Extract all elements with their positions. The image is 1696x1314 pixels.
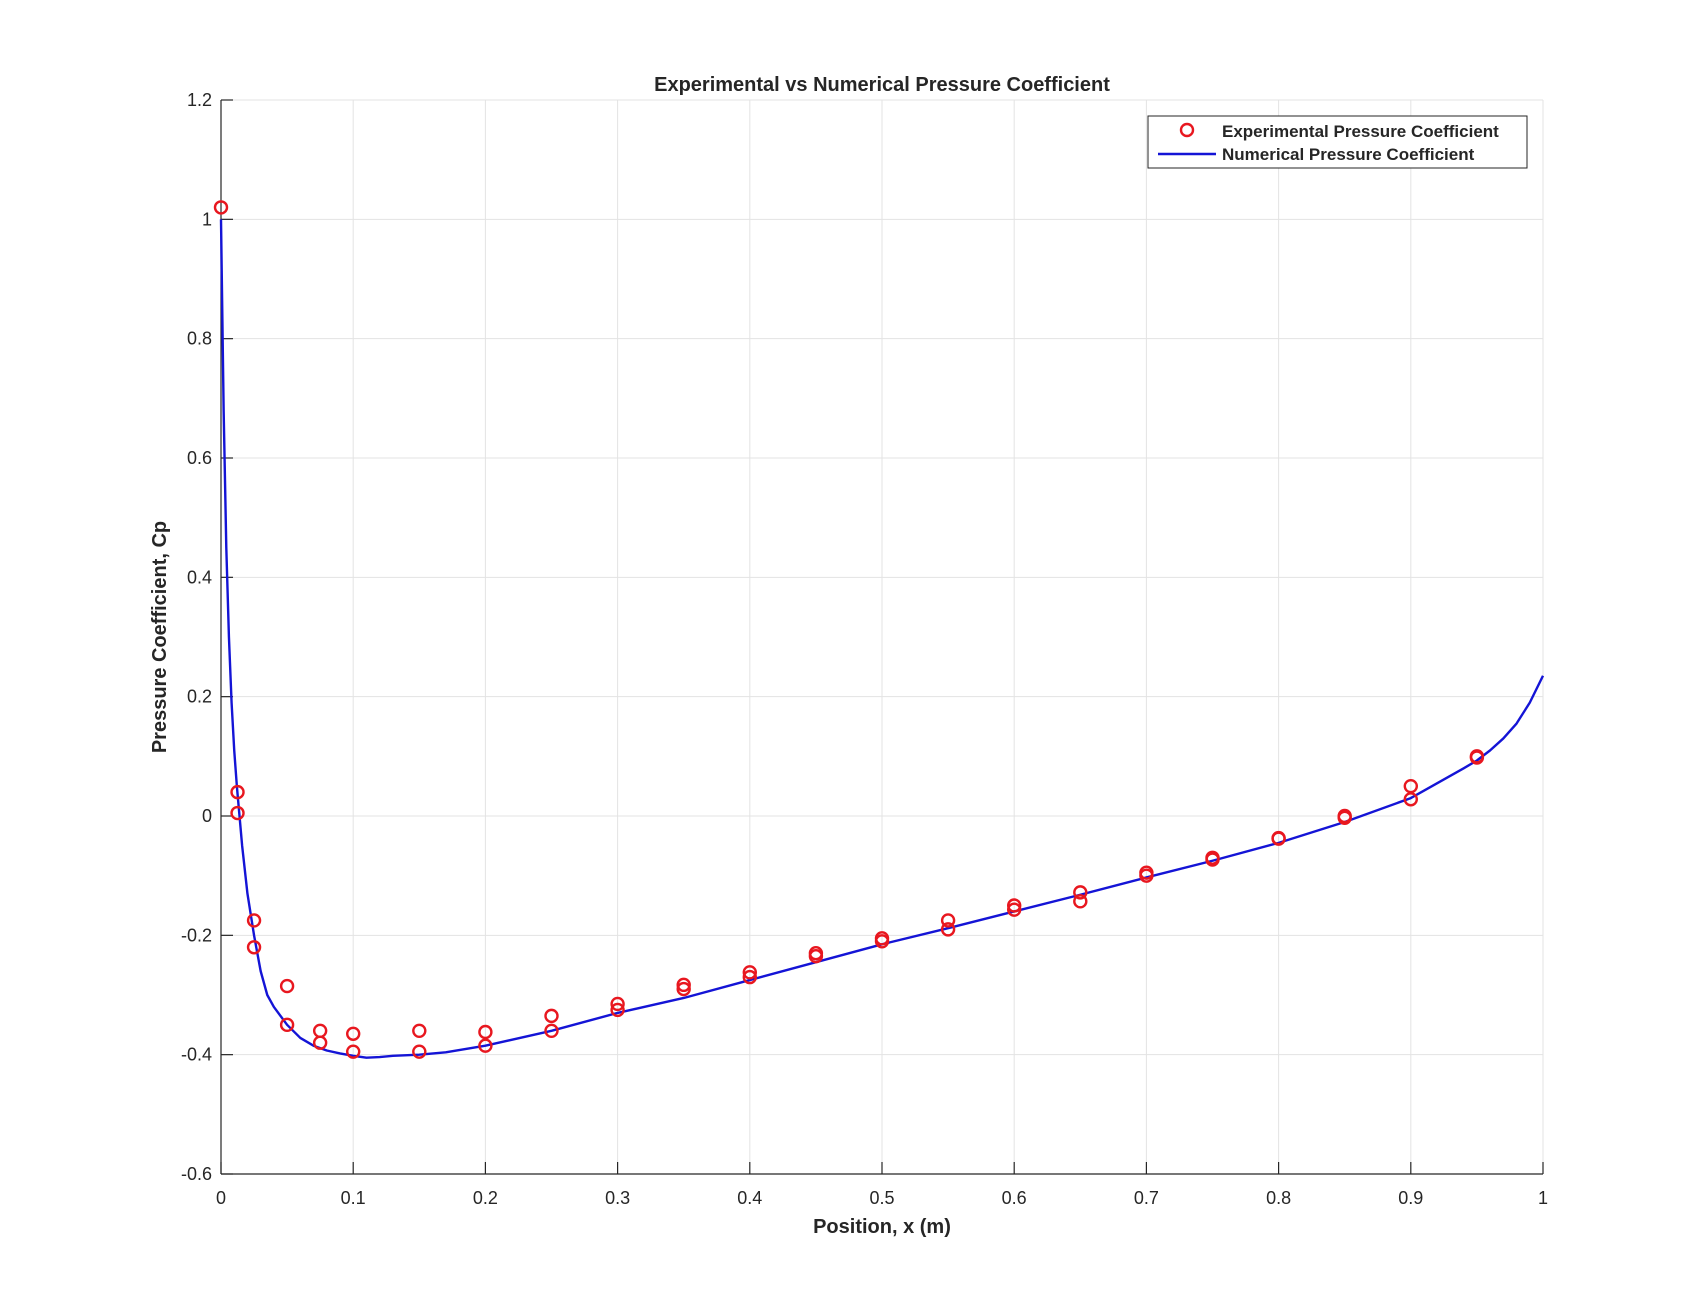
experimental-point — [1073, 894, 1088, 909]
legend-label-numerical: Numerical Pressure Coefficient — [1222, 145, 1475, 164]
experimental-point — [246, 913, 262, 928]
experimental-point — [610, 1002, 625, 1018]
y-tick-label: 1.2 — [187, 90, 212, 110]
legend-box — [1147, 115, 1528, 169]
y-tick-label: 0.2 — [187, 687, 212, 707]
y-tick-label: 0.8 — [187, 329, 212, 349]
x-tick-label: 0.1 — [341, 1188, 366, 1208]
experimental-point — [874, 934, 890, 949]
experimental-point — [478, 1024, 493, 1040]
experimental-point — [246, 940, 262, 955]
experimental-point — [940, 913, 956, 928]
x-tick-label: 0.4 — [737, 1188, 762, 1208]
experimental-point — [676, 977, 691, 993]
experimental-point — [230, 805, 245, 821]
experimental-point — [1139, 868, 1154, 883]
x-tick-label: 0.2 — [473, 1188, 498, 1208]
x-axis-ticks: 0 0.1 0.2 0.3 0.4 0.5 0.6 0.7 0.8 0.9 1 — [216, 1162, 1548, 1208]
experimental-point — [1073, 885, 1088, 900]
legend-label-experimental: Experimental Pressure Coefficient — [1222, 122, 1499, 141]
y-axis-ticks: -0.6 -0.4 -0.2 0 0.2 0.4 0.6 0.8 1 1.2 — [181, 90, 233, 1184]
legend-marker-experimental — [1179, 122, 1195, 138]
y-tick-label: 0.6 — [187, 448, 212, 468]
experimental-point — [346, 1026, 361, 1041]
y-tick-label: 0.4 — [187, 567, 212, 587]
x-tick-label: 0.9 — [1398, 1188, 1423, 1208]
experimental-point — [1205, 852, 1220, 867]
x-tick-label: 0.8 — [1266, 1188, 1291, 1208]
experimental-point — [279, 1017, 295, 1033]
legend: Experimental Pressure Coefficient Numeri… — [1147, 115, 1528, 169]
experimental-point — [1403, 792, 1419, 807]
experimental-point — [808, 949, 824, 964]
y-tick-label: 0 — [202, 806, 212, 826]
y-axis-title: Pressure Coefficient, Cp — [149, 521, 171, 753]
x-tick-label: 1 — [1538, 1188, 1548, 1208]
x-tick-label: 0.3 — [605, 1188, 630, 1208]
numerical-series-line — [219, 219, 1545, 1059]
experimental-point — [544, 1008, 559, 1024]
x-tick-label: 0 — [216, 1188, 226, 1208]
experimental-series — [213, 200, 1485, 1059]
experimental-point — [610, 996, 625, 1012]
x-axis-title: Position, x (m) — [813, 1216, 951, 1238]
y-tick-label: -0.6 — [181, 1164, 212, 1184]
experimental-point — [1271, 831, 1286, 846]
experimental-point — [1469, 750, 1485, 765]
experimental-point — [478, 1038, 493, 1053]
experimental-point — [676, 981, 691, 997]
experimental-point — [742, 969, 757, 985]
x-tick-label: 0.7 — [1134, 1188, 1159, 1208]
y-tick-label: 1 — [202, 209, 212, 229]
chart-title: Experimental vs Numerical Pressure Coeff… — [654, 74, 1110, 96]
experimental-point — [279, 978, 295, 994]
x-tick-label: 0.6 — [1002, 1188, 1027, 1208]
experimental-point — [412, 1023, 427, 1039]
numerical-series — [219, 219, 1545, 1059]
experimental-point — [346, 1044, 361, 1059]
y-tick-label: -0.4 — [181, 1045, 212, 1065]
experimental-point — [1007, 902, 1022, 917]
experimental-point — [1007, 898, 1022, 913]
experimental-point — [742, 965, 757, 980]
experimental-point — [312, 1035, 328, 1050]
experimental-point — [1337, 810, 1352, 825]
experimental-point — [412, 1044, 427, 1059]
experimental-point — [544, 1023, 559, 1039]
experimental-point — [230, 784, 245, 800]
x-tick-label: 0.5 — [869, 1188, 894, 1208]
experimental-point — [213, 200, 229, 215]
y-tick-label: -0.2 — [181, 925, 212, 945]
experimental-point — [940, 922, 956, 937]
